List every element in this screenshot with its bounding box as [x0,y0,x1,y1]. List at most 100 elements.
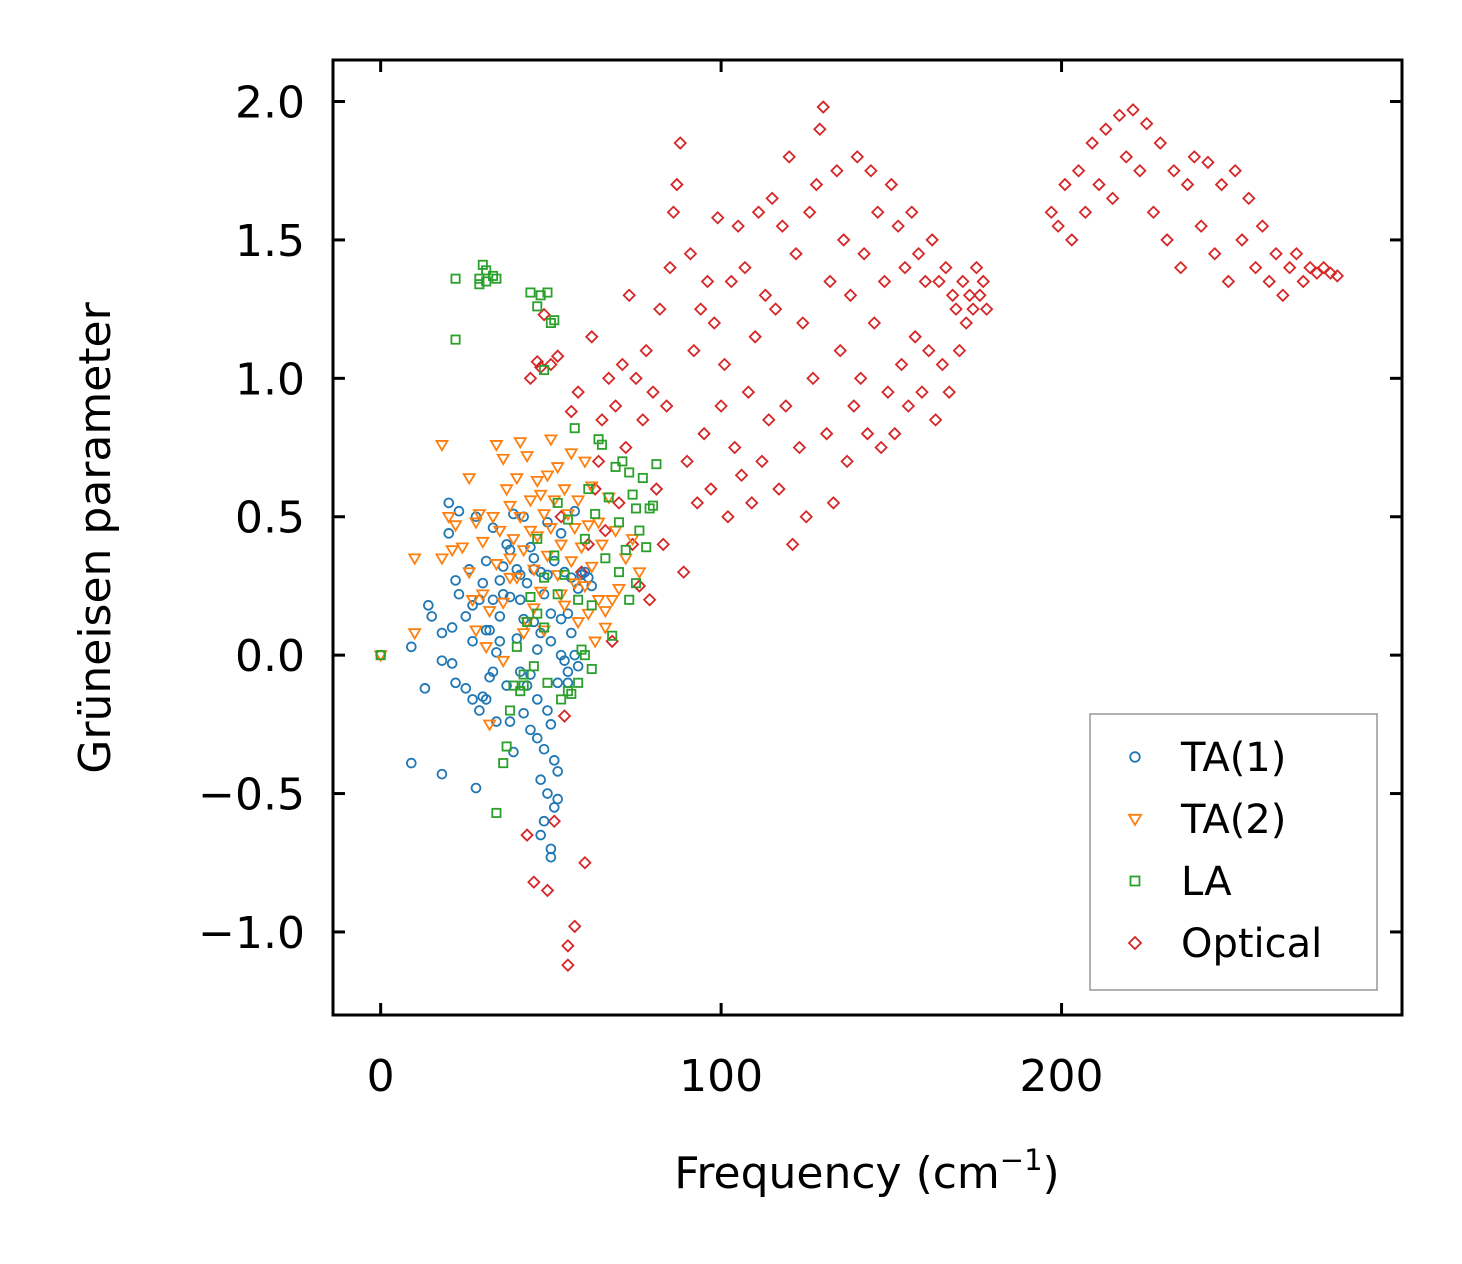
point-optical-163 [1221,274,1236,289]
point-ta-1-36 [491,716,502,727]
point-optical-123 [935,357,950,372]
point-ta-2-71 [605,595,620,608]
x-tick-label-0: 0 [367,1051,395,1102]
point-ta-2-57 [567,523,582,536]
point-ta-2-17 [479,642,494,655]
point-ta-2-52 [557,484,572,497]
point-ta-1-38 [494,575,506,586]
point-ta-1-54 [525,541,536,553]
point-ta-2-73 [611,583,627,596]
point-optical-61 [724,274,739,289]
point-ta-1-42 [504,591,516,603]
point-optical-159 [1194,219,1208,233]
legend-label-ta-2: TA(2) [1180,797,1286,843]
point-optical-174 [1296,274,1311,289]
point-ta-1-12 [446,658,458,669]
point-optical-40 [653,302,667,316]
point-optical-2 [527,875,541,889]
point-ta-1-13 [450,575,461,586]
point-optical-147 [1112,108,1127,123]
point-ta-1-108 [487,666,499,678]
point-ta-2-69 [598,606,613,619]
point-ta-2-38 [526,564,541,577]
point-ta-1-44 [508,508,519,520]
point-optical-150 [1133,163,1147,178]
y-tick-label-5: 1.5 [235,216,305,267]
point-ta-1-20 [467,694,478,705]
point-ta-2-7 [448,520,463,533]
point-ta-1-37 [494,611,506,622]
point-optical-160 [1201,155,1215,170]
point-optical-113 [901,399,916,413]
point-optical-166 [1242,191,1256,206]
point-ta-2-25 [499,484,514,497]
point-ta-2-75 [625,534,640,547]
point-optical-179 [1330,269,1345,283]
point-ta-1-27 [477,577,489,589]
point-la-57 [637,472,648,484]
point-ta-2-13 [468,625,484,638]
point-optical-140 [1064,233,1079,247]
point-ta-1-43 [504,716,516,727]
point-ta-2-78 [496,655,511,668]
point-ta-2-12 [468,517,484,530]
point-la-48 [607,630,618,641]
point-optical-51 [690,496,705,510]
point-optical-114 [904,205,919,220]
point-optical-18 [578,855,592,870]
point-la-30 [549,315,560,326]
point-ta-1-16 [453,588,465,600]
point-la-26 [539,622,550,633]
point-ta-1-95 [555,649,567,661]
point-la-70 [539,572,550,583]
point-optical-76 [775,219,790,233]
point-ta-1-24 [470,782,482,794]
point-ta-2-63 [581,520,596,533]
point-ta-2-21 [489,559,504,572]
point-optical-171 [1276,288,1290,303]
point-la-0 [375,650,386,661]
point-ta-2-68 [594,539,610,552]
point-optical-60 [721,509,735,524]
point-ta-2-62 [577,581,593,594]
point-ta-2-11 [465,595,480,608]
point-optical-74 [768,302,783,316]
point-optical-82 [796,316,810,330]
point-ta-2-16 [475,589,490,602]
point-ta-1-65 [542,705,553,716]
point-ta-1-81 [569,649,581,661]
point-ta-1-3 [419,683,431,694]
point-ta-1-57 [528,552,540,564]
point-optical-136 [979,302,994,316]
point-optical-14 [564,404,579,419]
point-ta-2-66 [588,636,603,649]
point-ta-2-41 [533,489,548,502]
point-optical-137 [1044,205,1059,220]
point-la-37 [569,423,580,434]
y-tick-label-0: −1.0 [198,908,305,959]
point-optical-151 [1139,116,1154,131]
point-la-3 [474,279,485,290]
x-axis-title: Frequency (cm−1) [674,1143,1059,1199]
point-optical-107 [881,385,895,399]
point-optical-32 [625,537,640,552]
point-ta-1-9 [443,497,455,509]
point-optical-25 [601,371,616,386]
point-optical-125 [942,385,956,399]
x-tick-label-100: 100 [679,1051,763,1102]
point-optical-152 [1146,205,1161,220]
point-optical-15 [567,919,582,934]
point-ta-1-51 [518,707,529,719]
point-la-31 [549,550,560,561]
point-ta-2-34 [519,451,535,464]
point-optical-95 [840,454,854,469]
point-optical-118 [918,274,933,289]
point-optical-101 [860,426,875,441]
point-optical-97 [847,399,861,413]
point-la-24 [535,290,546,301]
point-optical-58 [714,399,728,413]
point-la-14 [508,680,519,691]
point-optical-130 [959,316,974,330]
point-optical-119 [922,343,936,358]
point-ta-2-43 [537,509,552,522]
